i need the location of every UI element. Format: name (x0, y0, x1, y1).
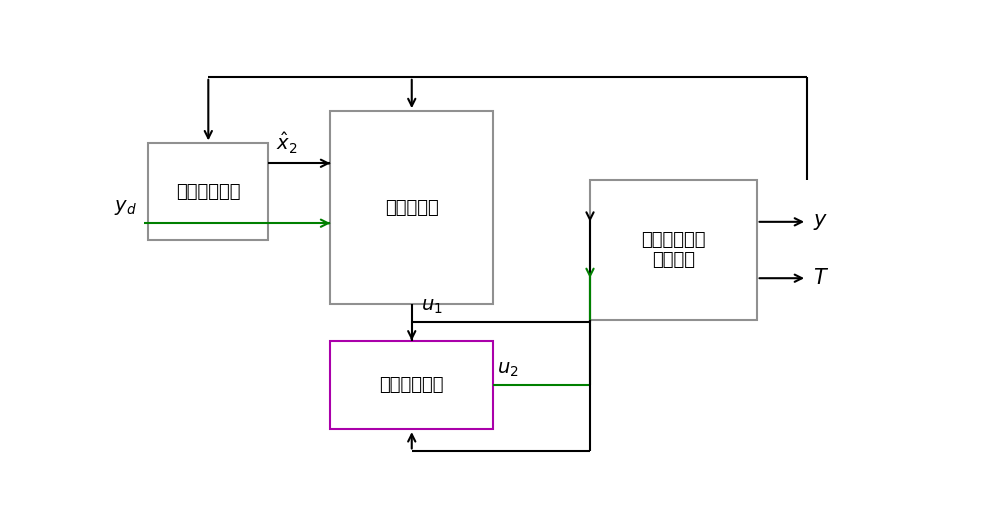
Text: 甲醇自热重整
制氢装置: 甲醇自热重整 制氢装置 (641, 231, 706, 269)
Bar (330, 340, 493, 429)
Text: $\hat{x}_2$: $\hat{x}_2$ (276, 131, 298, 156)
Text: 滑模控制器: 滑模控制器 (385, 199, 439, 217)
Text: $u_1$: $u_1$ (421, 297, 443, 316)
Text: 高增益观测器: 高增益观测器 (176, 183, 241, 201)
Text: 变比值控制器: 变比值控制器 (380, 376, 444, 394)
Text: $u_2$: $u_2$ (497, 360, 519, 379)
Bar (148, 143, 268, 240)
Bar (590, 179, 757, 321)
Text: $y_d$: $y_d$ (114, 198, 137, 217)
Bar (330, 111, 493, 304)
Text: $T$: $T$ (813, 268, 829, 288)
Text: $y$: $y$ (813, 212, 828, 232)
